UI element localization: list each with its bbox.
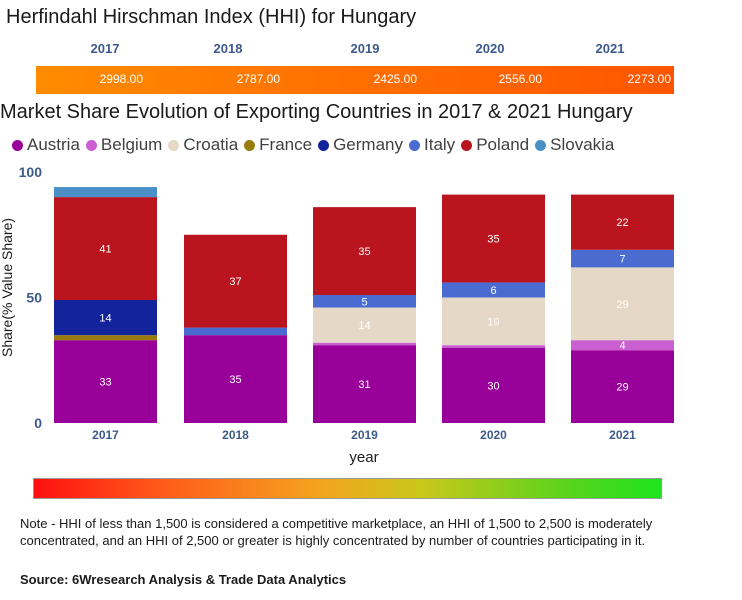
legend-label-italy: Italy <box>424 135 456 154</box>
hhi-value-2017: 2998.00 <box>99 72 143 86</box>
bar-segment-poland-2019 <box>313 207 416 295</box>
hhi-year-2020: 2020 <box>475 41 505 56</box>
legend-label-croatia: Croatia <box>183 135 239 154</box>
data-label-austria-2019: 31 <box>358 379 370 391</box>
stacked-bar-chart: 0 50 100 Share(% Value Share) 33 14 41 2017 35 37… <box>0 164 674 466</box>
data-label-italy-2019: 5 <box>361 296 367 308</box>
bar-segment-austria-2019 <box>313 345 416 423</box>
data-label-austria-2017: 33 <box>99 377 111 389</box>
bar-segment-austria-2021 <box>571 350 674 423</box>
y-tick-label-0: 0 <box>34 415 42 431</box>
bar-segment-poland-2020 <box>442 194 545 283</box>
legend-item-croatia: Croatia <box>168 135 238 155</box>
data-label-croatia-2021: 29 <box>616 299 628 311</box>
hhi-value-2018: 2787.00 <box>236 72 280 86</box>
bar-segment-belgium-2019 <box>313 342 416 346</box>
legend-item-italy: Italy <box>409 135 455 155</box>
bar-segment-croatia-2019 <box>313 307 416 343</box>
legend-label-germany: Germany <box>333 135 403 154</box>
data-label-poland-2019: 35 <box>358 246 370 258</box>
source-text: Source: 6Wresearch Analysis & Trade Data… <box>20 572 347 587</box>
hhi-title: Herfindahl Hirschman Index (HHI) for Hun… <box>6 6 417 28</box>
hhi-year-2018: 2018 <box>213 41 243 56</box>
bar-segment-italy-2019 <box>313 294 416 308</box>
bar-segment-italy-2020 <box>442 282 545 298</box>
hhi-year-2017: 2017 <box>90 41 120 56</box>
x-tick-label-2020: 2020 <box>480 428 507 442</box>
y-tick-label-50: 50 <box>26 290 42 306</box>
chart-title: Market Share Evolution of Exporting Coun… <box>0 101 633 123</box>
bar-segment-poland-2017 <box>54 197 157 301</box>
legend-item-germany: Germany <box>318 135 403 155</box>
data-label-croatia-2019: 14 <box>358 320 370 332</box>
hhi-value-2021: 2273.00 <box>627 72 671 86</box>
bar-segment-france-2017 <box>54 335 157 341</box>
legend-item-poland: Poland <box>461 135 529 155</box>
hhi-year-row: 2017 2018 2019 2020 2021 <box>36 41 674 57</box>
data-label-croatia-2020: 19 <box>487 316 499 328</box>
legend-dot-france <box>244 139 256 151</box>
legend-dot-germany <box>318 139 330 151</box>
data-label-poland-2020: 35 <box>487 234 499 246</box>
data-label-italy-2021: 7 <box>619 254 625 266</box>
legend-item-belgium: Belgium <box>85 135 163 155</box>
bar-segment-austria-2020 <box>442 347 545 423</box>
bar-segment-italy-2018 <box>184 327 287 336</box>
bar-segment-slovakia-2017 <box>54 187 157 198</box>
hhi-year-2021: 2021 <box>595 41 625 56</box>
legend-label-austria: Austria <box>27 135 80 154</box>
x-tick-label-2021: 2021 <box>609 428 636 442</box>
bar-segment-italy-2021 <box>571 249 674 268</box>
bar-segment-belgium-2021 <box>571 340 674 351</box>
bar-segment-poland-2018 <box>184 234 287 328</box>
legend-label-belgium: Belgium <box>100 135 163 154</box>
data-label-poland-2021: 22 <box>616 217 628 229</box>
bar-segment-croatia-2020 <box>442 297 545 346</box>
y-tick-label-100: 100 <box>19 164 43 180</box>
chart-legend: Austria Belgium Croatia France Germany I… <box>12 134 620 156</box>
y-axis-label: Share(% Value Share) <box>0 218 15 357</box>
data-label-belgium-2021: 4 <box>619 340 625 352</box>
hhi-note: Note - HHI of less than 1,500 is conside… <box>20 516 653 548</box>
legend-label-poland: Poland <box>476 135 530 154</box>
data-label-austria-2018: 35 <box>229 374 241 386</box>
bar-segment-germany-2017 <box>54 300 157 336</box>
x-tick-label-2018: 2018 <box>222 428 249 442</box>
data-label-italy-2020: 6 <box>490 285 496 297</box>
x-axis-label: year <box>349 449 378 466</box>
data-label-poland-2017: 41 <box>99 244 111 256</box>
legend-dot-poland <box>461 139 473 151</box>
legend-dot-italy <box>409 139 420 151</box>
data-label-germany-2017: 14 <box>99 313 111 325</box>
hhi-value-2019: 2425.00 <box>373 72 417 86</box>
bar-segment-belgium-2020 <box>442 345 545 348</box>
legend-dot-austria <box>12 139 23 151</box>
legend-dot-slovakia <box>535 139 547 151</box>
bar-segment-austria-2017 <box>54 340 157 423</box>
legend-dot-belgium <box>85 139 97 151</box>
x-tick-label-2017: 2017 <box>92 428 119 442</box>
hhi-color-scale <box>33 478 662 499</box>
hhi-value-bar: 2998.00 2787.00 2425.00 2556.00 2273.00 <box>36 66 674 94</box>
data-label-austria-2021: 29 <box>616 382 628 394</box>
legend-item-slovakia: Slovakia <box>535 135 614 155</box>
hhi-value-2020: 2556.00 <box>498 72 542 86</box>
bar-segment-croatia-2021 <box>571 267 674 341</box>
legend-label-france: France <box>259 135 313 154</box>
data-label-poland-2018: 37 <box>229 276 241 288</box>
legend-item-austria: Austria <box>12 135 80 155</box>
bar-segment-poland-2021 <box>571 194 674 250</box>
legend-label-slovakia: Slovakia <box>550 135 615 154</box>
bar-segment-austria-2018 <box>184 335 287 423</box>
x-tick-label-2019: 2019 <box>351 428 378 442</box>
data-label-austria-2020: 30 <box>487 380 499 392</box>
legend-dot-croatia <box>168 139 180 151</box>
legend-item-france: France <box>244 135 312 155</box>
hhi-year-2019: 2019 <box>350 41 380 56</box>
